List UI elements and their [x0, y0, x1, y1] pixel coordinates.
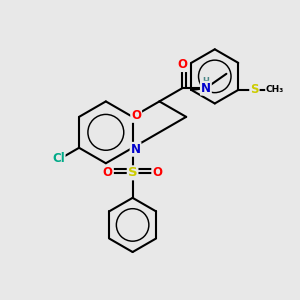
Text: O: O: [177, 58, 187, 71]
Text: O: O: [131, 109, 141, 122]
Text: N: N: [130, 143, 141, 156]
Text: O: O: [152, 166, 162, 179]
Text: S: S: [250, 83, 259, 96]
Text: H: H: [202, 77, 209, 86]
Text: CH₃: CH₃: [266, 85, 284, 94]
Text: N: N: [201, 82, 211, 95]
Text: S: S: [128, 166, 137, 179]
Text: O: O: [103, 166, 113, 179]
Text: Cl: Cl: [52, 152, 64, 165]
